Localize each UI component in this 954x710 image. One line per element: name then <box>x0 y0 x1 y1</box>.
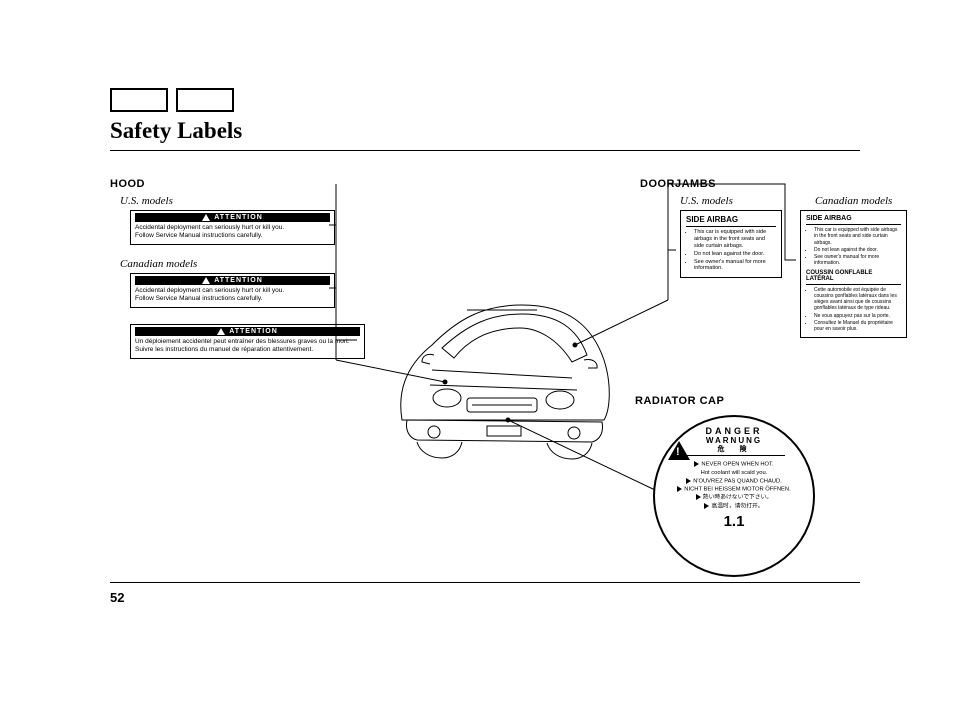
attention-strip: ATTENTION <box>135 213 330 222</box>
radiator-body: NEVER OPEN WHEN HOT. Hot coolant will sc… <box>677 461 790 511</box>
dj-us-bullet-2: Do not lean against the door. <box>694 251 776 258</box>
top-box-2 <box>176 88 234 112</box>
manual-page: Safety Labels HOOD U.S. models ATTENTION… <box>0 0 954 710</box>
dj-ca-bullet-6: Consultez le Manuel du propriétaire pour… <box>814 320 901 333</box>
rad-line-1a: NEVER OPEN WHEN HOT. <box>701 462 773 468</box>
vehicle-illustration <box>372 270 632 470</box>
warning-triangle-icon <box>202 214 210 221</box>
rad-line-5: 高温时，请勿打开。 <box>711 503 763 509</box>
dj-us-bullet-3: See owner's manual for more information. <box>694 259 776 273</box>
attention-text: ATTENTION <box>229 328 278 335</box>
page-number: 52 <box>110 590 124 605</box>
attention-text: ATTENTION <box>214 277 263 284</box>
attention-text: ATTENTION <box>214 214 263 221</box>
hood-heading: HOOD <box>110 178 145 190</box>
hood-ca-label-box-2: ATTENTION Un déploiement accidentel peut… <box>130 324 365 359</box>
arrow-right-icon <box>696 494 701 500</box>
hood-us-text: Accidental deployment can seriously hurt… <box>135 224 330 240</box>
hood-ca-text-2: Un déploiement accidentel peut entraîner… <box>135 338 360 354</box>
radiator-cap-label: DANGER WARNUNG 危 険 NEVER OPEN WHEN HOT. … <box>653 415 815 577</box>
warning-triangle-icon <box>202 277 210 284</box>
radiator-warnung: WARNUNG <box>705 437 762 446</box>
title-rule <box>110 150 860 151</box>
arrow-right-icon <box>704 503 709 509</box>
hood-ca-text-1: Accidental deployment can seriously hurt… <box>135 287 330 303</box>
dj-us-bullet-1: This car is equipped with side airbags i… <box>694 229 776 250</box>
warning-triangle-icon <box>668 441 690 460</box>
doorjambs-ca-models-label: Canadian models <box>815 195 892 207</box>
dj-ca-bullet-3: See owner's manual for more information. <box>814 254 901 267</box>
arrow-right-icon <box>677 486 682 492</box>
arrow-right-icon <box>694 461 699 467</box>
radiator-head-block: DANGER WARNUNG 危 険 <box>705 427 762 453</box>
doorjambs-heading: DOORJAMBS <box>640 178 716 190</box>
rad-line-2: N'OUVREZ PAS QUAND CHAUD. <box>693 478 782 484</box>
rad-line-1b: Hot coolant will scald you. <box>701 470 768 476</box>
radiator-kiken: 危 険 <box>705 446 762 454</box>
doorjambs-us-models-label: U.S. models <box>680 195 733 207</box>
rad-line-3: NICHT BEI HEISSEM MOTOR ÖFFNEN. <box>684 486 790 492</box>
doorjambs-ca-box: SIDE AIRBAG This car is equipped with si… <box>800 210 907 338</box>
attention-strip: ATTENTION <box>135 327 360 336</box>
doorjambs-us-body: This car is equipped with side airbags i… <box>686 229 776 272</box>
hood-ca-models-label: Canadian models <box>120 258 197 270</box>
radiator-cap-heading: RADIATOR CAP <box>635 395 724 407</box>
dj-ca-bullet-4: Cette automobile est équipée de coussins… <box>814 287 901 312</box>
doorjambs-us-title: SIDE AIRBAG <box>686 215 776 227</box>
hood-us-label-box: ATTENTION Accidental deployment can seri… <box>130 210 335 245</box>
doorjambs-ca-body-2: Cette automobile est équipée de coussins… <box>806 287 901 333</box>
dj-ca-bullet-5: Ne vous appuyez pas sur la porte. <box>814 313 901 319</box>
radiator-number: 1.1 <box>724 513 745 530</box>
doorjambs-ca-title-1: SIDE AIRBAG <box>806 215 901 225</box>
dj-ca-bullet-1: This car is equipped with side airbags i… <box>814 227 901 246</box>
hood-ca-label-box-1: ATTENTION Accidental deployment can seri… <box>130 273 335 308</box>
top-box-1 <box>110 88 168 112</box>
rad-line-4: 熱い時あけないで下さい。 <box>703 495 772 501</box>
footer-rule <box>110 582 860 583</box>
doorjambs-ca-title-2: COUSSIN GONFLABLE LATÉRAL <box>806 270 901 285</box>
doorjambs-us-box: SIDE AIRBAG This car is equipped with si… <box>680 210 782 278</box>
warning-triangle-icon <box>217 328 225 335</box>
arrow-right-icon <box>686 478 691 484</box>
top-placeholder-boxes <box>110 88 234 112</box>
page-title: Safety Labels <box>110 118 242 144</box>
doorjambs-ca-body-1: This car is equipped with side airbags i… <box>806 227 901 267</box>
hood-us-models-label: U.S. models <box>120 195 173 207</box>
dj-ca-bullet-2: Do not lean against the door. <box>814 247 901 253</box>
attention-strip: ATTENTION <box>135 276 330 285</box>
radiator-divider <box>683 455 785 456</box>
